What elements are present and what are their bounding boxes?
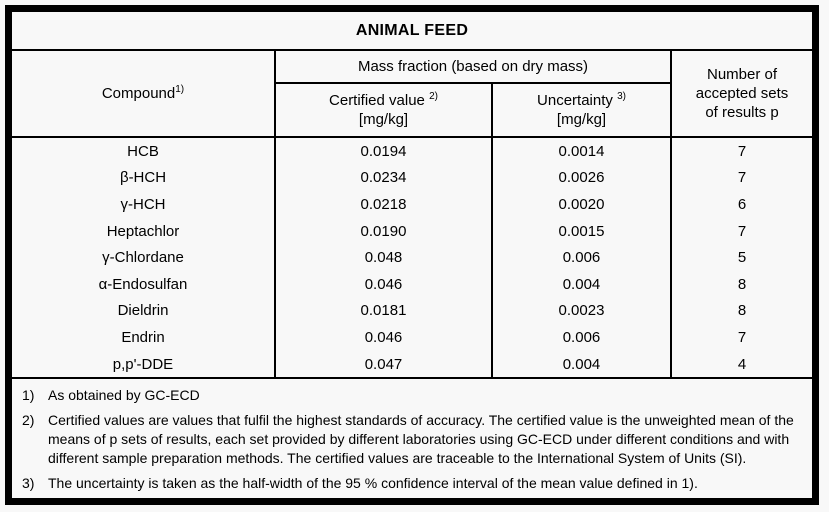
table-body: HCB 0.0194 0.0014 7 β-HCH 0.0234 0.0026 7 γ-HCH 0…: [12, 137, 812, 379]
accepted-sets-cell: 4: [737, 355, 747, 373]
certified-value-cell: 0.0181: [275, 297, 493, 325]
footnote-item: 3) The uncertainty is taken as the half-w…: [22, 474, 802, 493]
certified-header-label: Certified value: [329, 91, 425, 109]
compound-header-label: Compound: [101, 85, 176, 102]
uncertainty-cell: 0.0014: [492, 137, 672, 165]
accepted-sets-cell: 8: [737, 302, 747, 320]
footnote-text: As obtained by GC-ECD: [48, 387, 200, 404]
certified-value-cell: 0.048: [275, 244, 493, 271]
compound-column-header: Compound1): [12, 50, 276, 138]
header-row-group: Compound1) Mass fraction (based on dry m…: [12, 50, 813, 138]
accepted-sets-cell: 7: [737, 222, 747, 240]
uncertainty-cell: 0.0015: [492, 217, 672, 245]
uncertainty-cell: 0.004: [492, 350, 672, 379]
compound-cell: Dieldrin: [12, 297, 276, 325]
certified-value-cell: 0.0190: [275, 217, 493, 245]
accepted-sets-column-header: Number of accepted sets of results p: [671, 50, 813, 138]
accepted-sets-cell: 8: [737, 275, 747, 293]
compound-cell: HCB: [12, 137, 276, 165]
uncertainty-cell: 0.0026: [492, 164, 672, 192]
accepted-header-line3: of results p: [705, 104, 779, 122]
certified-value-cell: 0.0218: [275, 191, 493, 218]
table-row: Endrin 0.046 0.006 7: [12, 324, 812, 351]
footnotes-row: 1) As obtained by GC-ECD 2) Certified value…: [12, 377, 813, 498]
uncertainty-cell: 0.004: [492, 270, 672, 298]
uncertainty-cell: 0.0023: [492, 297, 672, 325]
footnote-item: 1) As obtained by GC-ECD: [22, 386, 802, 405]
compound-cell: γ-HCH: [12, 191, 276, 218]
uncertainty-cell: 0.0020: [492, 191, 672, 218]
uncertainty-column-header: Uncertainty 3) [mg/kg]: [492, 83, 672, 138]
footnote-label: 1): [22, 387, 35, 404]
footnote-label: 2): [22, 411, 35, 428]
table-row: α-Endosulfan 0.046 0.004 8: [12, 270, 812, 298]
table-row: γ-Chlordane 0.048 0.006 5: [12, 244, 812, 271]
accepted-sets-cell: 7: [737, 328, 747, 346]
uncertainty-header-line: Uncertainty 3): [493, 91, 670, 111]
table-row: Heptachlor 0.0190 0.0015 7: [12, 217, 812, 245]
certified-footnote-ref: 2): [429, 90, 438, 102]
certified-value-cell: 0.046: [275, 324, 493, 351]
table-row: γ-HCH 0.0218 0.0020 6: [12, 191, 812, 218]
certified-value-cell: 0.046: [275, 270, 493, 298]
mass-fraction-header: Mass fraction (based on dry mass): [275, 50, 672, 84]
compound-cell: β-HCH: [12, 164, 276, 192]
accepted-sets-cell: 7: [737, 142, 747, 160]
certified-value-cell: 0.0234: [275, 164, 493, 192]
certified-value-column-header: Certified value 2) [mg/kg]: [275, 83, 493, 138]
table-title: ANIMAL FEED: [12, 12, 813, 51]
certified-header-line: Certified value 2): [276, 91, 491, 111]
certified-header-unit: [mg/kg]: [358, 111, 409, 128]
footnote-item: 2) Certified values are values that fulfi…: [22, 411, 802, 469]
uncertainty-header-label: Uncertainty: [537, 91, 613, 109]
table-row: p,p'-DDE 0.047 0.004 4: [12, 350, 812, 379]
footnote-text: Certified values are values that fulfil …: [48, 411, 794, 467]
footnotes-cell: 1) As obtained by GC-ECD 2) Certified value…: [12, 377, 813, 498]
accepted-sets-cell: 6: [737, 196, 747, 213]
accepted-header-line1: Number of: [707, 65, 778, 83]
compound-cell: α-Endosulfan: [12, 270, 276, 298]
accepted-header-line2: accepted sets: [695, 84, 789, 102]
uncertainty-cell: 0.006: [492, 244, 672, 271]
certified-values-table: ANIMAL FEED Compound1) Mass fraction (ba…: [12, 12, 813, 498]
uncertainty-header-unit: [mg/kg]: [556, 111, 607, 128]
accepted-sets-cell: 5: [737, 249, 747, 267]
accepted-sets-cell: 7: [737, 169, 747, 187]
footnote-label: 3): [22, 474, 35, 491]
document-frame: ANIMAL FEED Compound1) Mass fraction (ba…: [5, 5, 819, 505]
compound-cell: γ-Chlordane: [12, 244, 276, 271]
compound-cell: p,p'-DDE: [12, 350, 276, 379]
certified-value-cell: 0.0194: [275, 137, 493, 165]
title-row: ANIMAL FEED: [12, 12, 813, 51]
compound-cell: Endrin: [12, 324, 276, 351]
table-row: Dieldrin 0.0181 0.0023 8: [12, 297, 812, 325]
table-row: β-HCH 0.0234 0.0026 7: [12, 164, 812, 192]
certified-value-cell: 0.047: [275, 350, 493, 379]
table-row: HCB 0.0194 0.0014 7: [12, 137, 812, 165]
uncertainty-cell: 0.006: [492, 324, 672, 351]
compound-cell: Heptachlor: [12, 217, 276, 245]
footnote-text: The uncertainty is taken as the half-wid…: [48, 474, 698, 491]
compound-footnote-ref: 1): [175, 84, 185, 95]
footnotes: 1) As obtained by GC-ECD 2) Certified value…: [22, 386, 802, 493]
uncertainty-footnote-ref: 3): [617, 90, 626, 102]
subheader-row: Certified value 2) [mg/kg] Uncertainty 3…: [12, 83, 812, 138]
